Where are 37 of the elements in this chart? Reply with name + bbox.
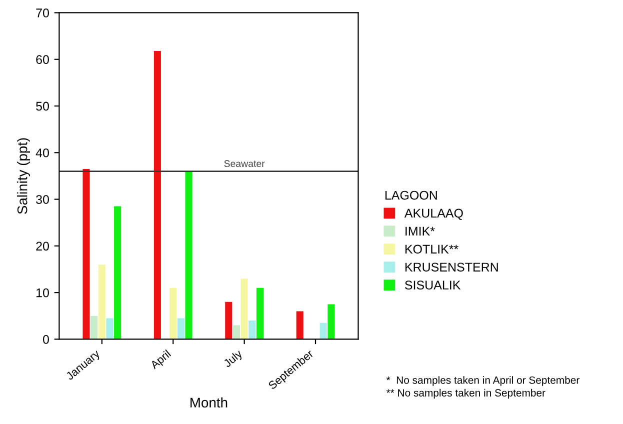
bar — [90, 316, 98, 340]
y-tick-label: 70 — [36, 8, 49, 18]
y-tick-label: 10 — [36, 288, 49, 298]
bar — [320, 322, 327, 340]
bar — [170, 288, 177, 340]
y-axis-title: Salinity (ppt) — [17, 138, 30, 214]
x-tick-label: July — [222, 348, 244, 370]
y-tick-label: 40 — [36, 148, 49, 158]
y-tick-label: 50 — [36, 102, 49, 111]
bar — [98, 264, 106, 340]
bar — [114, 206, 122, 340]
bar — [154, 50, 161, 340]
y-tick-label: 20 — [36, 242, 49, 251]
legend-label: IMIK* — [406, 226, 435, 236]
bar — [185, 171, 192, 340]
bar — [256, 288, 264, 340]
ref-line-label: Seawater — [224, 160, 265, 168]
bar — [248, 320, 256, 340]
bar — [225, 302, 232, 340]
bar — [232, 325, 240, 340]
y-tick-label: 0 — [43, 335, 49, 344]
bar — [82, 168, 90, 340]
legend-label: AKULAAQ — [404, 208, 463, 220]
legend-label: KOTLIK** — [405, 244, 458, 254]
bar — [296, 311, 304, 340]
text: * No samples taken in April or September — [386, 376, 580, 386]
x-axis-title: Month — [190, 397, 228, 408]
legend-label: KRUSENSTERN — [405, 262, 498, 272]
bar — [106, 318, 114, 340]
text: ** No samples taken in September — [386, 388, 546, 399]
bar — [177, 318, 184, 340]
bar — [328, 304, 335, 340]
y-tick-label: 30 — [36, 195, 49, 204]
y-tick-label: 60 — [36, 55, 49, 64]
bar — [240, 278, 248, 340]
legend-label: SISUALIK — [404, 280, 461, 290]
legend-title: LAGOON — [385, 190, 437, 200]
